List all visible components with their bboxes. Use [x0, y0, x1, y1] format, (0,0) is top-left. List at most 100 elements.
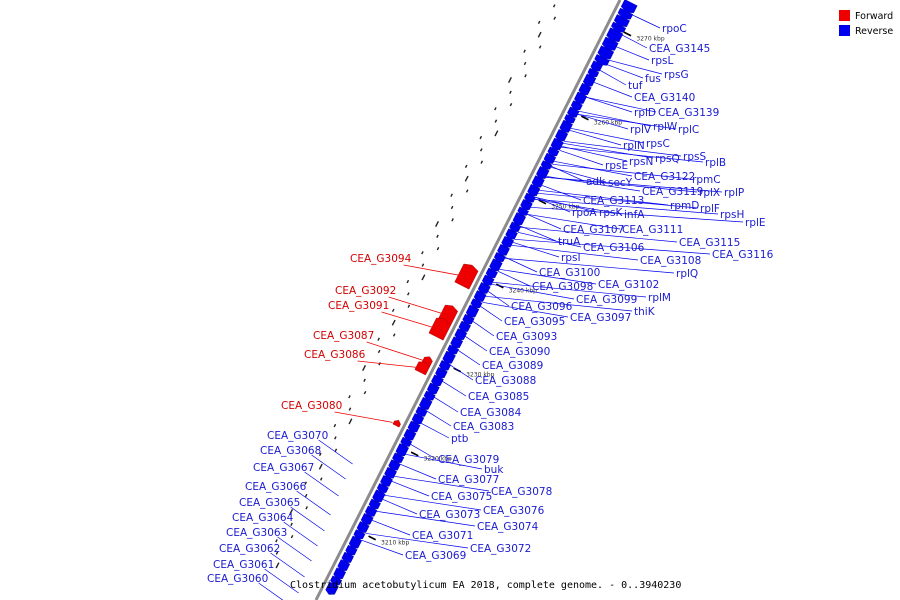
reverse-gene-arrow: [509, 221, 522, 232]
reverse-gene-label: rpsH: [720, 209, 744, 221]
scale-tick-label: 3250 kbp: [551, 203, 579, 210]
reverse-label-line: [480, 306, 503, 322]
legend-forward-swatch: [839, 10, 850, 21]
track-dash: [362, 364, 367, 371]
forward-label-line: [366, 341, 424, 361]
track-dash: [318, 452, 322, 457]
reverse-label-line: [612, 45, 650, 61]
reverse-gene-arrow: [415, 406, 428, 417]
reverse-label-line: [545, 176, 723, 193]
reverse-label-line: [290, 506, 325, 532]
reverse-label-line: [304, 471, 339, 497]
reverse-gene-arrow: [407, 420, 421, 433]
track-dash: [348, 395, 351, 399]
reverse-gene-arrow: [493, 252, 506, 262]
reverse-gene-label: rpsE: [605, 160, 628, 172]
reverse-label-line: [504, 257, 675, 274]
track-dash: [391, 308, 395, 313]
reverse-gene-label: rpsI: [561, 252, 581, 264]
reverse-gene-label: thiK: [634, 306, 656, 318]
reverse-label-line: [520, 226, 557, 242]
reverse-label-line: [534, 198, 623, 215]
track-dash: [363, 378, 366, 382]
reverse-label-line: [258, 582, 284, 600]
reverse-gene-label: infA: [624, 209, 645, 221]
track-dash: [436, 246, 440, 251]
reverse-label-line: [586, 96, 633, 113]
forward-label-line: [403, 264, 467, 277]
reverse-label-line: [492, 281, 647, 298]
track-dash: [465, 189, 469, 193]
track-dash: [421, 274, 426, 281]
reverse-gene-label: CEA_G3100: [539, 267, 600, 279]
reverse-label-line: [434, 397, 459, 413]
reverse-label-line: [465, 336, 488, 352]
forward-label-line: [357, 360, 421, 369]
reverse-label-line: [410, 444, 437, 460]
reverse-gene-label: CEA_G3107: [563, 224, 624, 236]
reverse-label-line: [498, 271, 531, 287]
reverse-gene-label: rpmD: [670, 200, 699, 212]
reverse-gene-label: buk: [484, 464, 504, 476]
reverse-gene-arrow: [617, 7, 634, 20]
reverse-gene-label: rplV: [630, 124, 652, 136]
reverse-label-line: [382, 499, 418, 515]
track-dash: [333, 423, 337, 428]
legend: Forward Reverse: [839, 10, 893, 37]
forward-gene-arrow: [454, 263, 479, 290]
reverse-label-line: [577, 113, 677, 130]
reverse-gene-label: rpsS: [683, 151, 706, 163]
reverse-gene-label: CEA_G3083: [453, 421, 514, 433]
label-lines: [258, 13, 744, 600]
reverse-gene-label: CEA_G3078: [491, 486, 552, 498]
scale-tick-mark: [623, 31, 632, 37]
track-dash: [552, 4, 556, 8]
reverse-gene-arrow: [431, 374, 444, 387]
reverse-label-line: [569, 129, 622, 146]
track-dash: [553, 16, 557, 20]
reverse-gene-label: rplQ: [676, 268, 698, 280]
reverse-gene-arrow: [403, 428, 417, 441]
forward-gene-arrow: [414, 361, 430, 376]
track-dash: [275, 562, 280, 569]
track-dash: [538, 45, 542, 49]
reverse-label-line: [450, 365, 474, 381]
reverse-label-line: [552, 163, 691, 180]
track-dash: [523, 61, 527, 66]
reverse-gene-label: CEA_G3108: [640, 255, 701, 267]
reverse-label-line: [421, 423, 450, 439]
reverse-label-line: [577, 113, 629, 130]
reverse-label-line: [457, 350, 481, 366]
reverse-gene-label: CEA_G3073: [419, 509, 480, 521]
reverse-label-line: [384, 494, 482, 511]
reverse-gene-arrow: [368, 498, 381, 510]
reverse-gene-label: tuf: [628, 80, 643, 92]
reverse-gene-arrow: [613, 14, 630, 27]
forward-gene-label: CEA_G3080: [281, 400, 342, 412]
forward-label-line: [381, 311, 440, 330]
reverse-gene-label: rplF: [700, 203, 720, 215]
reverse-gene-arrow: [337, 559, 351, 571]
scale-tick-mark: [580, 115, 589, 121]
genome-caption: Clostridium acetobutylicum EA 2018, comp…: [290, 580, 681, 591]
forward-gene-label: CEA_G3087: [313, 330, 374, 342]
reverse-gene-label: secY: [608, 177, 633, 189]
legend-reverse-swatch: [839, 25, 850, 36]
reverse-gene-label: rplP: [724, 187, 744, 199]
reverse-gene-label: rplD: [634, 107, 656, 119]
reverse-gene-label: rpsL: [651, 55, 673, 67]
reverse-gene-arrow: [435, 366, 448, 379]
forward-gene-label: CEA_G3091: [328, 300, 389, 312]
reverse-gene-arrow: [400, 436, 413, 447]
track-dash: [537, 31, 542, 38]
scale-tick-mark: [410, 451, 419, 457]
reverse-label-line: [376, 510, 476, 527]
reverse-gene-arrow: [330, 575, 342, 586]
reverse-label-line: [405, 453, 483, 470]
reverse-gene-arrow: [438, 360, 452, 371]
track-dash: [290, 522, 293, 526]
reverse-gene-label: rplM: [648, 292, 671, 304]
track-dash: [275, 539, 278, 543]
reverse-gene-arrow: [620, 0, 638, 14]
